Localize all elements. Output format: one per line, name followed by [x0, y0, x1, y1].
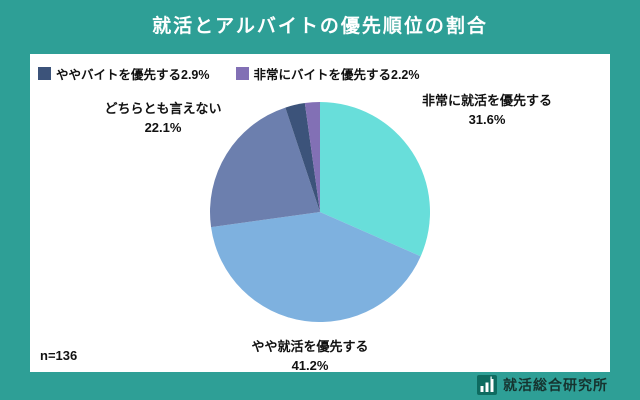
callout-value: 31.6% [468, 111, 506, 127]
callout-very-job: 非常に就活を優先する 31.6% [397, 92, 577, 130]
legend-label: 非常にバイトを優先する2.2% [253, 68, 420, 82]
pie-slice [285, 103, 320, 212]
callout-label: 非常に就活を優先する [421, 93, 552, 108]
page-title: 就活とアルバイトの優先順位の割合 [152, 16, 488, 37]
pie-slice [304, 102, 320, 212]
pie-chart [210, 102, 430, 322]
legend-item-somewhat-part-time: ややバイトを優先する2.9% [38, 64, 210, 83]
brand-logo: 就活総合研究所 [477, 374, 608, 396]
pie-slice [211, 212, 421, 322]
legend-swatch [235, 67, 249, 80]
building-chart-icon [477, 375, 497, 395]
pie-slice [210, 107, 320, 228]
callout-label: どちらとも言えない [104, 101, 222, 116]
legend-label: ややバイトを優先する2.9% [56, 68, 210, 82]
sample-size-label: n=136 [40, 348, 78, 363]
callout-somewhat-job: やや就活を優先する 41.2% [220, 338, 400, 376]
callout-value: 41.2% [291, 357, 329, 373]
legend-swatch [38, 67, 51, 80]
callout-value: 22.1% [144, 119, 182, 135]
chart-legend: ややバイトを優先する2.9% 非常にバイトを優先する2.2% [38, 64, 420, 83]
brand-name: 就活総合研究所 [503, 377, 608, 393]
callout-label: やや就活を優先する [251, 339, 369, 354]
pie-slice [320, 102, 430, 257]
legend-item-very-part-time: 非常にバイトを優先する2.2% [235, 64, 420, 83]
callout-neutral: どちらとも言えない 22.1% [78, 100, 248, 138]
